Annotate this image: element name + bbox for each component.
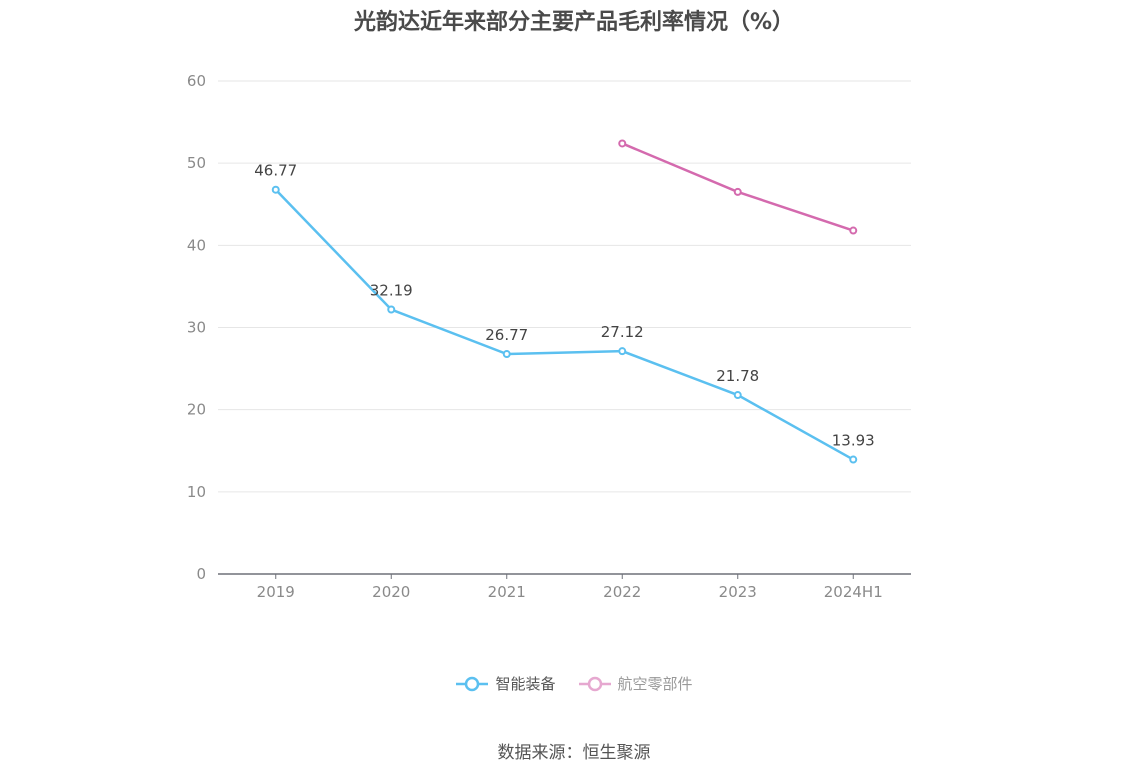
- series-line-1: [621, 142, 854, 232]
- data-label: 13.93: [832, 432, 875, 450]
- data-point: [849, 455, 858, 464]
- grid-lines: [218, 80, 911, 493]
- data-label: 26.77: [485, 326, 528, 344]
- y-tick-label: 10: [187, 483, 206, 501]
- data-source: 数据来源：恒生聚源: [497, 743, 651, 763]
- data-label: 27.12: [601, 323, 644, 341]
- y-tick-label: 50: [187, 154, 206, 172]
- chart-title: 光韵达近年来部分主要产品毛利率情况（%）: [353, 10, 795, 35]
- legend-label: 智能装备: [495, 675, 556, 693]
- x-tick-label: 2023: [719, 583, 757, 601]
- data-point: [733, 391, 742, 400]
- x-tick-label: 2024H1: [824, 583, 883, 601]
- data-label: 32.19: [370, 282, 413, 300]
- x-tick-label: 2020: [372, 583, 410, 601]
- y-axis-ticks: 0 10 20 30 40 50 60: [187, 72, 206, 583]
- data-labels: 46.77 32.19 26.77 27.12 21.78 13.93: [254, 162, 874, 450]
- x-axis: 2019 2020 2021 2022 2023 2024H1: [218, 573, 911, 601]
- line-chart: 0 10 20 30 40 50 60 2019 2020 2021 2022 2023 2024H1…: [187, 72, 911, 601]
- y-tick-label: 20: [187, 401, 206, 419]
- data-label: 21.78: [716, 367, 759, 385]
- y-tick-label: 30: [187, 319, 206, 337]
- data-point: [849, 226, 858, 235]
- y-tick-label: 60: [187, 72, 206, 90]
- x-tick-label: 2019: [257, 583, 295, 601]
- data-point: [502, 350, 511, 359]
- y-tick-label: 0: [196, 565, 206, 583]
- data-point: [618, 347, 627, 356]
- x-tick-label: 2022: [603, 583, 641, 601]
- legend-item-aviation-parts[interactable]: 航空零部件: [578, 673, 693, 694]
- legend: 智能装备 航空零部件: [0, 673, 1148, 694]
- data-point: [387, 305, 396, 314]
- legend-label: 航空零部件: [617, 675, 693, 693]
- data-label: 46.77: [254, 162, 297, 180]
- data-point: [271, 185, 280, 194]
- data-point: [733, 187, 742, 196]
- series-layer: [271, 139, 858, 464]
- x-tick-label: 2021: [488, 583, 526, 601]
- series-line-0: [274, 188, 854, 461]
- legend-marker-icon: [578, 676, 611, 691]
- y-tick-label: 40: [187, 236, 206, 254]
- legend-item-intelligent-equipment[interactable]: 智能装备: [455, 673, 556, 694]
- legend-marker-icon: [456, 676, 489, 691]
- data-point: [618, 139, 627, 148]
